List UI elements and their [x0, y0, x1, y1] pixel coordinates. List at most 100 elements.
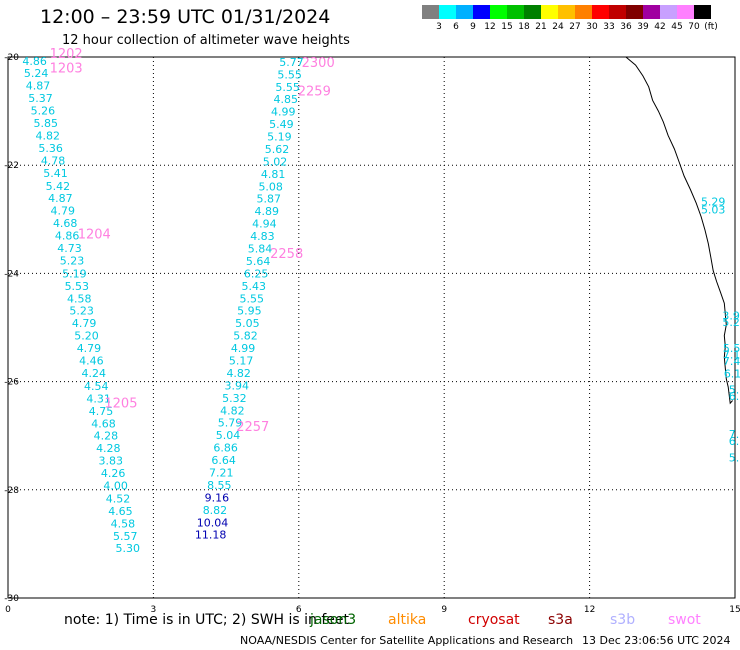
wave-height-label: 4.86: [22, 55, 47, 68]
wave-height-label: 5.17: [229, 355, 254, 368]
generated-timestamp: 13 Dec 23:06:56 UTC 2024: [582, 634, 731, 647]
wave-height-label: 4.83: [250, 230, 275, 243]
time-label: 1204: [78, 227, 111, 242]
wave-height-label: 5.85: [34, 117, 59, 130]
legend-item-swot: swot: [668, 612, 701, 628]
colorbar-tick-label: 30: [586, 22, 598, 32]
wave-height-label: 4.79: [72, 317, 97, 330]
time-label: 2259: [298, 85, 331, 100]
colorbar-tick-label: 9: [470, 22, 476, 32]
wave-height-label: 5.87: [257, 193, 282, 206]
legend-item-s3a: s3a: [548, 612, 573, 628]
colorbar-tick-label: 24: [552, 22, 564, 32]
wave-height-label: 5.03: [701, 204, 726, 217]
time-label: 1205: [104, 397, 137, 412]
wave-height-label: 4.58: [67, 292, 92, 305]
wave-height-label: 5.: [729, 451, 740, 464]
colorbar-swatch: [626, 5, 643, 19]
wave-height-label: 4.94: [252, 218, 277, 231]
wave-height-label: 10.04: [197, 516, 229, 529]
x-tick-label: 0: [5, 605, 11, 615]
wave-height-label: 5.23: [60, 254, 85, 267]
colorbar-swatch: [660, 5, 677, 19]
wave-height-label: 5.2: [722, 316, 740, 329]
coastline: [625, 56, 733, 405]
wave-height-label: 5.23: [69, 305, 94, 318]
colorbar-swatch: [609, 5, 626, 19]
wave-height-label: 4.52: [106, 492, 131, 505]
wave-height-label: 5.19: [267, 131, 292, 144]
colorbar-swatch: [677, 5, 694, 19]
wave-height-label: 6.: [729, 390, 740, 403]
colorbar-swatch: [524, 5, 541, 19]
wave-height-label: 5.62: [265, 143, 290, 156]
y-tick-label: -30: [4, 594, 19, 604]
wave-height-label: 5.30: [115, 542, 140, 555]
time-label: 1203: [50, 61, 83, 76]
wave-height-label: 5.77: [279, 56, 304, 69]
wave-height-label: 5.19: [62, 267, 87, 280]
wave-height-label: 5.05: [235, 317, 260, 330]
legend-item-cryosat: cryosat: [468, 612, 520, 628]
wave-height-label: 5.04: [216, 429, 241, 442]
wave-height-label: 5.57: [113, 530, 138, 543]
wave-height-label: 5.55: [240, 292, 265, 305]
credit-text: NOAA/NESDIS Center for Satellite Applica…: [240, 634, 574, 647]
wave-height-label: 5.08: [258, 180, 283, 193]
colorbar-swatch: [575, 5, 592, 19]
colorbar-tick-label: 6: [453, 22, 459, 32]
y-tick-label: -26: [4, 378, 19, 388]
wave-height-label: 4.28: [94, 430, 119, 443]
wave-height-label: 5.55: [275, 81, 300, 94]
wave-height-label: 4.86: [55, 230, 80, 243]
colorbar-tick-label: 42: [654, 22, 666, 32]
wave-height-label: 7.: [729, 428, 740, 441]
colorbar-tick-label: 33: [603, 22, 615, 32]
wave-height-label: 4.89: [255, 205, 280, 218]
wave-height-label: 5.02: [263, 155, 288, 168]
x-tick-label: 3: [151, 605, 157, 615]
wave-height-label: 4.73: [57, 242, 82, 255]
wave-height-label: 11.18: [195, 529, 227, 542]
colorbar-swatch: [456, 5, 473, 19]
legend-item-jason3: jason3: [310, 612, 357, 628]
wave-height-label: 4.68: [91, 417, 116, 430]
colorbar-swatch: [558, 5, 575, 19]
time-label: 2300: [302, 56, 335, 71]
wave-height-label: 5.43: [241, 280, 266, 293]
x-tick-label: 9: [441, 605, 447, 615]
wave-height-label: 7.4: [723, 355, 740, 368]
y-tick-label: -24: [4, 269, 19, 279]
colorbar-tick-label: 36: [620, 22, 632, 32]
colorbar-swatch: [694, 5, 711, 19]
wave-height-label: 4.75: [89, 405, 114, 418]
wave-height-label: 4.54: [84, 380, 109, 393]
wave-height-label: 8.82: [203, 504, 228, 517]
wave-height-label: 5.29: [701, 195, 726, 208]
wave-height-label: 4.46: [79, 355, 104, 368]
page-subtitle: 12 hour collection of altimeter wave hei…: [62, 33, 350, 48]
wave-height-label: 4.85: [273, 93, 298, 106]
wave-height-label: 9.16: [205, 491, 230, 504]
footer-note: note: 1) Time is in UTC; 2) SWH is in fe…: [64, 612, 350, 628]
wave-height-label: 6.64: [211, 454, 236, 467]
wave-height-label: 4.99: [271, 106, 296, 119]
wave-height-label: 7.1: [723, 349, 740, 362]
wave-height-label: 5.24: [24, 67, 49, 80]
colorbar-tick-label: (ft): [704, 22, 718, 32]
wave-height-label: 4.68: [53, 217, 78, 230]
colorbar-swatch: [592, 5, 609, 19]
colorbar-tick-label: 45: [671, 22, 683, 32]
wave-height-label: 4.79: [51, 205, 76, 218]
wave-height-label: 5.5: [723, 342, 740, 355]
x-tick-label: 15: [729, 605, 740, 615]
wave-height-label: 4.00: [103, 479, 128, 492]
wave-height-label: 6.86: [213, 442, 238, 455]
wave-height-label: 5.64: [246, 255, 271, 268]
y-tick-label: -20: [4, 53, 19, 63]
legend-item-altika: altika: [388, 612, 427, 628]
colorbar-tick-label: 70: [688, 22, 700, 32]
wave-height-label: 4.24: [82, 367, 107, 380]
plot-frame: [7, 56, 736, 599]
